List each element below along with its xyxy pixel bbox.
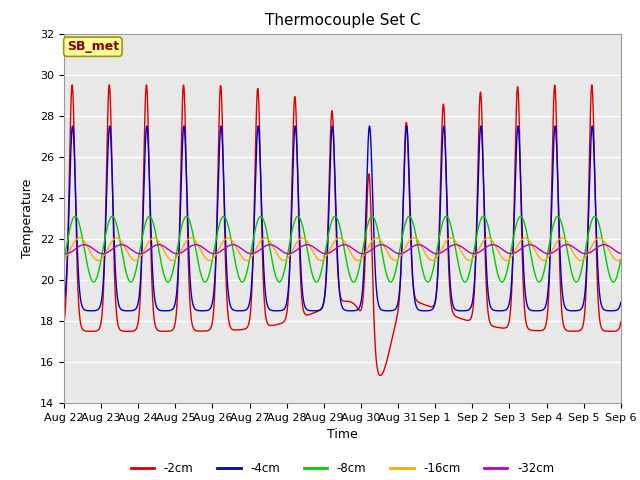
-4cm [607,308,614,313]
-4cm [617,300,625,305]
-32cm [157,242,164,248]
-4cm [68,123,76,129]
-32cm [62,251,70,257]
-32cm [606,244,614,250]
-2cm [547,246,554,252]
-32cm [546,251,554,256]
-8cm [298,221,306,227]
-2cm [68,82,76,88]
-2cm [274,322,282,327]
-32cm [600,242,608,248]
-32cm [298,243,306,249]
-32cm [124,244,132,250]
-8cm [609,279,617,285]
-2cm [376,372,384,378]
Line: -2cm: -2cm [64,85,621,375]
Line: -8cm: -8cm [64,216,621,282]
Line: -32cm: -32cm [64,245,621,254]
-16cm [546,252,554,257]
Line: -16cm: -16cm [64,238,621,261]
-16cm [124,250,132,255]
-4cm [546,252,554,258]
Line: -4cm: -4cm [64,126,621,311]
Title: Thermocouple Set C: Thermocouple Set C [265,13,420,28]
-32cm [274,245,282,251]
-2cm [60,319,68,325]
-8cm [274,278,282,284]
-2cm [617,319,625,325]
-16cm [76,235,83,241]
-32cm [60,251,68,256]
-4cm [606,308,614,313]
Y-axis label: Temperature: Temperature [22,179,35,258]
-16cm [274,252,282,258]
-8cm [546,237,554,243]
-4cm [60,300,68,305]
-4cm [274,308,282,313]
-32cm [617,251,625,256]
-2cm [298,296,306,301]
-8cm [157,258,164,264]
-8cm [60,256,68,262]
-4cm [298,282,306,288]
-8cm [606,274,614,280]
-16cm [617,256,625,262]
-8cm [124,275,132,280]
-8cm [71,214,79,219]
-16cm [60,256,68,262]
-16cm [614,258,621,264]
-16cm [606,249,614,255]
X-axis label: Time: Time [327,429,358,442]
-16cm [298,235,306,241]
-2cm [157,328,164,334]
Text: SB_met: SB_met [67,40,119,53]
Legend: -2cm, -4cm, -8cm, -16cm, -32cm: -2cm, -4cm, -8cm, -16cm, -32cm [126,457,559,480]
-4cm [124,308,132,313]
-4cm [157,308,164,313]
-2cm [606,328,614,334]
-2cm [124,328,132,334]
-16cm [157,242,164,248]
-8cm [617,256,625,262]
